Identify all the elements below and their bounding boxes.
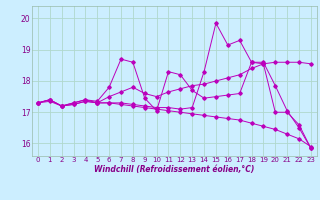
- X-axis label: Windchill (Refroidissement éolien,°C): Windchill (Refroidissement éolien,°C): [94, 165, 255, 174]
